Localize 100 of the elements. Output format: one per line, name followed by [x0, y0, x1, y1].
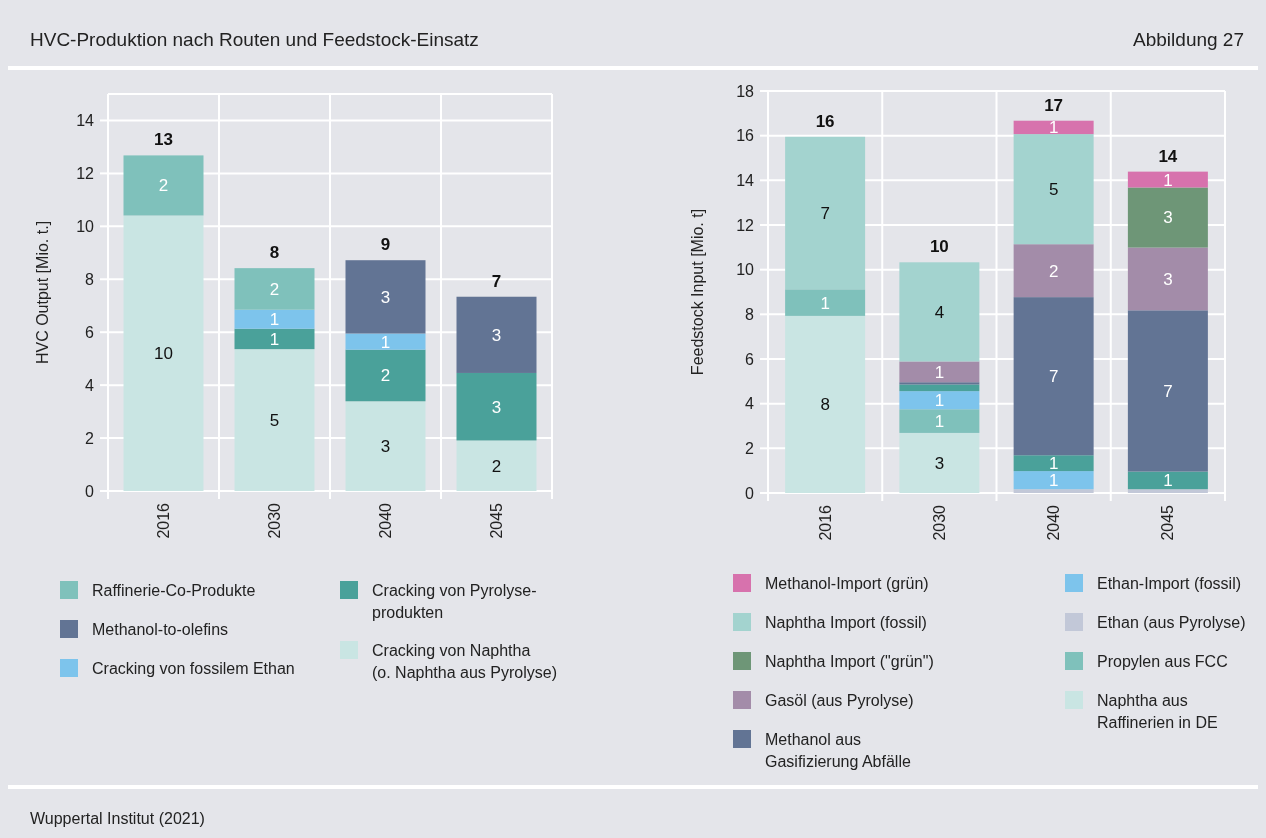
bar: [123, 215, 204, 491]
bar: [1013, 297, 1094, 456]
bar: [456, 372, 537, 441]
bar: [1013, 120, 1094, 135]
x-tick-label: 2045: [488, 502, 506, 539]
legend-label: Ethan (aus Pyrolyse): [1097, 613, 1246, 631]
bar: [456, 440, 537, 491]
legend-label: Cracking von Naphtha (o. Naphtha aus Pyrolyse): [372, 641, 557, 681]
bar: [785, 315, 866, 493]
data-label: 7: [1163, 381, 1173, 401]
data-label: 3: [491, 325, 502, 345]
bar: [345, 333, 426, 350]
x-tick-label: 2040: [377, 502, 395, 539]
data-label: 10: [154, 344, 173, 364]
y-tick-label: 12: [76, 165, 95, 182]
y-tick-label: 14: [736, 171, 755, 189]
data-label: 1: [1048, 118, 1059, 138]
data-label: 1: [1163, 471, 1173, 491]
data-label: 2: [491, 456, 502, 476]
text: Abbildung 27: [1133, 28, 1244, 50]
legend-label: Naphtha aus Raffinerien in DE: [1097, 691, 1218, 731]
total-label: 14: [1158, 146, 1178, 166]
total-label: 13: [154, 130, 173, 150]
total-label: 16: [815, 111, 835, 131]
bar: [785, 289, 866, 316]
bar: [234, 309, 315, 329]
y-tick-label: 6: [745, 350, 755, 368]
bar: [345, 260, 426, 334]
total-label: 10: [929, 237, 949, 257]
y-tick-label: 18: [736, 82, 755, 100]
data-label: 3: [1163, 208, 1173, 228]
total-label: 8: [269, 243, 280, 263]
data-label: 2: [158, 176, 169, 196]
data-label: 1: [1048, 454, 1059, 474]
legend-label: Cracking von fossilem Ethan: [92, 659, 295, 677]
y-tick-label: 4: [745, 395, 755, 413]
legend-label: Methanol aus Gasifizierung Abfälle: [765, 730, 911, 770]
data-label: 4: [934, 302, 945, 322]
text: Wuppertal Institut (2021): [30, 809, 205, 827]
bar: [234, 328, 315, 350]
bar: [1127, 187, 1208, 248]
x-tick-label: 2016: [816, 504, 834, 541]
y-tick-label: 0: [85, 482, 95, 500]
bar: [123, 155, 204, 216]
data-label: 2: [1048, 261, 1059, 281]
data-label: 5: [269, 411, 280, 431]
legend-label: Cracking von Pyrolyse- produkten: [372, 581, 537, 621]
bar: [456, 296, 537, 373]
data-label: 8: [820, 395, 830, 415]
bar: [899, 361, 980, 383]
legend-label: Methanol-to-olefins: [92, 620, 229, 638]
y-tick-label: 8: [85, 270, 95, 288]
legend-label: Raffinerie-Co-Produkte: [92, 581, 256, 599]
y-tick-label: 8: [745, 305, 755, 323]
bar: [1013, 244, 1094, 298]
bar: [899, 432, 980, 493]
chart-title: HVC-Produktion nach Routen und Feedstock-Einsatz: [30, 28, 479, 50]
y-tick-label: 16: [736, 127, 755, 145]
y-tick-label: 6: [85, 323, 95, 341]
data-label: 1: [269, 329, 280, 349]
y-tick-label: 10: [76, 217, 95, 235]
x-tick-label: 2030: [930, 504, 948, 541]
legend-label: Naphtha Import ("grün"): [765, 652, 934, 670]
data-label: 1: [269, 310, 280, 330]
bar: [234, 349, 315, 491]
bar: [785, 136, 866, 290]
x-tick-label: 2016: [155, 502, 173, 539]
bar: [345, 349, 426, 402]
data-label: 1: [380, 332, 391, 352]
total-label: 7: [491, 271, 502, 291]
data-label: 7: [1048, 367, 1059, 387]
data-label: 3: [380, 287, 391, 307]
data-label: 1: [934, 412, 945, 432]
y-tick-label: 2: [85, 429, 95, 447]
data-label: 1: [1048, 471, 1059, 491]
legend-label: Naphtha Import (fossil): [765, 613, 927, 631]
bar: [899, 262, 980, 362]
y-axis-title: HVC Output [Mio. t.]: [33, 220, 51, 365]
y-tick-label: 2: [745, 439, 755, 457]
bar: [1013, 134, 1094, 245]
legend-label: Ethan-Import (fossil): [1097, 574, 1242, 592]
bar: [234, 268, 315, 310]
bar: [1127, 489, 1208, 493]
y-tick-label: 0: [745, 484, 755, 502]
y-tick-label: 12: [736, 216, 755, 234]
legend-label: Methanol-Import (grün): [765, 574, 929, 592]
data-label: 1: [820, 293, 830, 313]
x-tick-label: 2040: [1045, 504, 1063, 541]
bar: [899, 409, 980, 433]
y-tick-label: 14: [76, 112, 95, 130]
total-label: 9: [380, 235, 391, 255]
data-label: 2: [380, 366, 391, 386]
y-tick-label: 4: [85, 376, 95, 394]
data-label: 1: [934, 391, 945, 411]
bar: [899, 384, 980, 392]
data-label: 5: [1048, 180, 1059, 200]
bar: [1013, 455, 1094, 472]
data-label: 7: [820, 204, 830, 223]
x-tick-label: 2030: [266, 502, 284, 539]
x-tick-label: 2045: [1159, 504, 1177, 541]
